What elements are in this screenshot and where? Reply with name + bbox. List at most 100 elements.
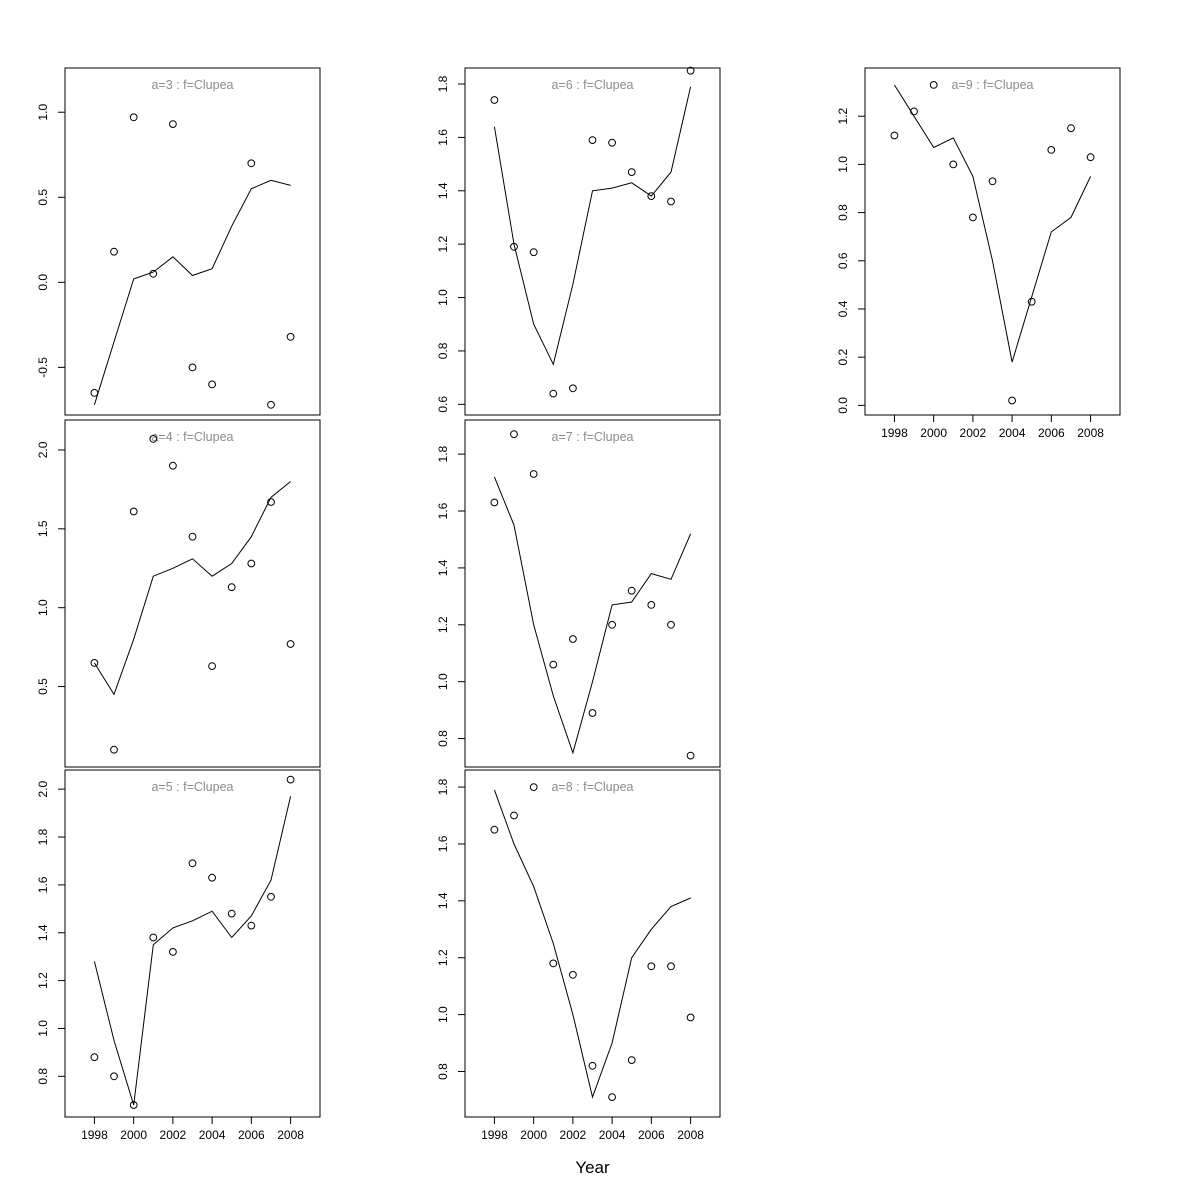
panel-border — [64, 419, 321, 768]
x-tick-label: 2008 — [277, 1128, 304, 1142]
x-tick-label: 1998 — [81, 1128, 108, 1142]
panel-a6: a=6 : f=Clupea 0.6 0.8 1.0 1.2 1.4 1.6 1.8 — [436, 66, 721, 416]
data-point — [110, 1072, 118, 1081]
data-point — [686, 66, 695, 75]
data-point — [988, 177, 997, 186]
data-point — [588, 136, 597, 145]
x-tick-label: 2004 — [199, 1128, 226, 1142]
data-point — [569, 635, 577, 643]
y-tick-label: 1.2 — [36, 972, 50, 989]
y-tick-label: 0.6 — [836, 252, 850, 269]
data-point — [149, 435, 158, 443]
data-point — [1008, 396, 1016, 405]
x-tick-label: 1998 — [481, 1128, 508, 1142]
data-point — [529, 470, 538, 478]
data-point — [588, 709, 597, 717]
x-tick-label: 2006 — [638, 1128, 665, 1142]
data-point — [169, 120, 177, 128]
x-tick-label: 2002 — [160, 1128, 187, 1142]
data-point — [188, 363, 197, 372]
data-point — [90, 1053, 99, 1062]
y-tick-label: 1.8 — [436, 75, 450, 92]
data-point — [208, 380, 217, 389]
y-tick-label: 0.6 — [436, 396, 450, 413]
y-tick-label: 1.0 — [436, 1006, 450, 1023]
x-tick-label: 2000 — [520, 1128, 547, 1142]
data-point — [569, 384, 577, 393]
x-tick-label: 1998 — [881, 426, 908, 440]
data-point — [608, 620, 616, 629]
data-point — [490, 825, 499, 834]
data-point — [267, 498, 275, 506]
data-point — [227, 909, 236, 918]
data-point — [490, 498, 499, 507]
panel-title: a=7 : f=Clupea — [551, 430, 633, 444]
data-point — [569, 970, 577, 979]
data-point — [686, 751, 695, 760]
y-tick-label: 1.0 — [36, 104, 50, 121]
y-tick-label: 1.4 — [436, 559, 450, 576]
data-point — [227, 583, 236, 592]
y-tick-label: 0.8 — [36, 1068, 50, 1085]
y-tick-label: 2.0 — [36, 780, 50, 797]
data-point — [208, 873, 217, 882]
data-point — [510, 430, 518, 439]
data-point — [549, 660, 558, 669]
data-point — [1067, 124, 1075, 133]
data-point — [149, 269, 158, 278]
data-point — [90, 389, 99, 397]
data-point — [608, 1093, 616, 1101]
y-tick-label: 1.0 — [36, 1020, 50, 1037]
data-point — [667, 962, 675, 971]
y-tick-label: 1.8 — [436, 778, 450, 795]
fit-line — [93, 481, 291, 696]
x-tick-label: 2004 — [999, 426, 1026, 440]
y-tick-label: 0.8 — [436, 1063, 450, 1080]
data-point — [110, 247, 118, 256]
data-point — [1047, 146, 1056, 154]
data-point — [929, 81, 938, 89]
data-point — [647, 601, 656, 609]
y-tick-label: 1.8 — [436, 445, 450, 462]
data-point — [627, 586, 636, 595]
panel-a8: a=8 : f=Clupea 0.8 1.0 1.2 1.4 1.6 1.8 1998 2000… — [436, 769, 721, 1142]
data-point — [149, 933, 158, 942]
data-point — [169, 948, 177, 956]
y-tick-label: 0.0 — [36, 274, 50, 291]
x-axis-title: Year — [575, 1158, 610, 1177]
panel-border — [64, 769, 321, 1118]
panel-title: a=6 : f=Clupea — [551, 78, 633, 92]
x-tick-label: 2006 — [1038, 426, 1065, 440]
y-tick-label: 0.4 — [836, 300, 850, 317]
y-tick-label: 1.0 — [836, 156, 850, 173]
y-tick-label: 0.5 — [36, 678, 50, 695]
x-tick-label: 2002 — [960, 426, 987, 440]
data-point — [286, 332, 295, 341]
panel-border — [864, 67, 1121, 416]
data-point — [627, 168, 636, 177]
data-point — [647, 962, 656, 971]
panel-border — [64, 67, 321, 416]
data-point — [549, 389, 558, 398]
x-tick-label: 2002 — [560, 1128, 587, 1142]
data-point — [608, 138, 616, 147]
panel-a7: a=7 : f=Clupea 0.8 1.0 1.2 1.4 1.6 1.8 — [436, 419, 721, 768]
data-point — [129, 113, 138, 122]
data-point — [529, 248, 538, 257]
data-point — [188, 859, 197, 868]
data-point — [188, 532, 197, 541]
y-tick-label: 1.8 — [36, 828, 50, 845]
panel-title: a=3 : f=Clupea — [151, 78, 233, 92]
data-point — [529, 783, 538, 791]
data-point — [890, 131, 899, 140]
data-point — [490, 96, 499, 104]
panel-a4: a=4 : f=Clupea 0.5 1.0 1.5 2.0 — [36, 419, 321, 768]
data-point — [247, 159, 256, 168]
data-point — [588, 1061, 597, 1070]
y-tick-label: 1.6 — [436, 835, 450, 852]
data-point — [949, 160, 958, 169]
panel-title: a=5 : f=Clupea — [151, 780, 233, 794]
panel-border — [464, 419, 721, 768]
fit-line — [493, 86, 692, 366]
